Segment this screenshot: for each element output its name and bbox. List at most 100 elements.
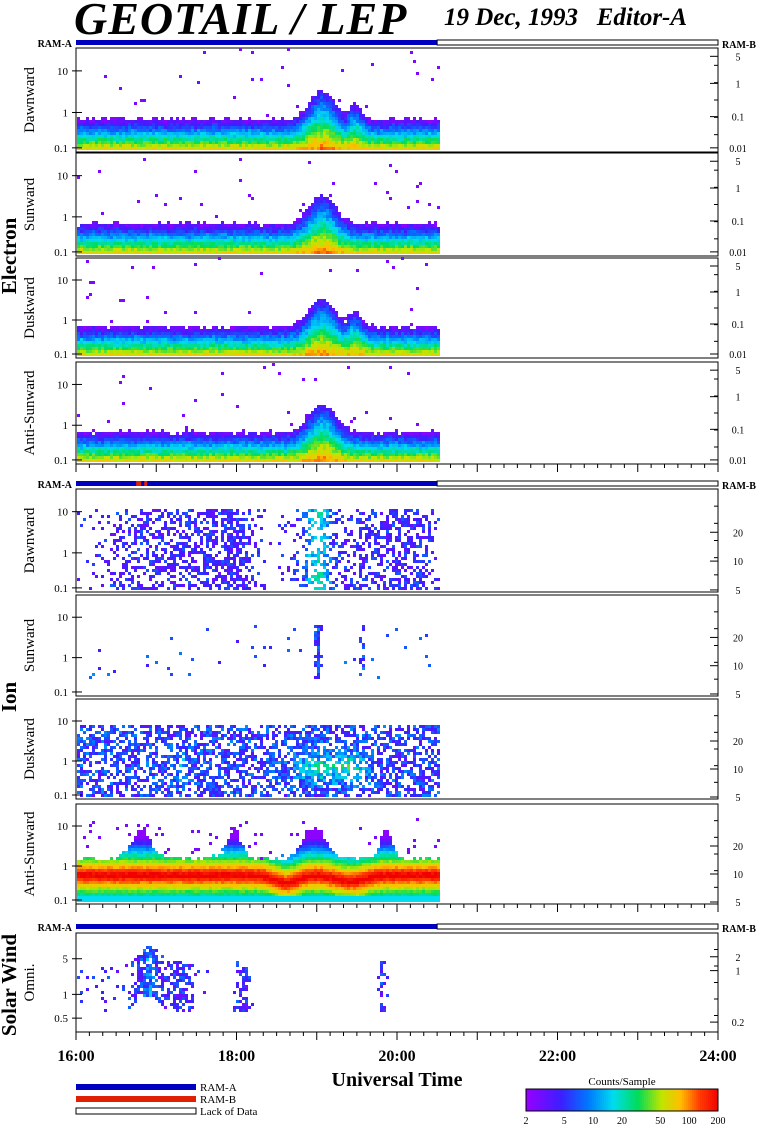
spectrogram-cell [416,141,419,144]
spectrogram-cell [134,332,137,335]
spectrogram-cell [416,242,419,245]
spectrogram-cell [245,144,248,147]
spectrogram-cell [356,323,359,326]
spectrogram-cell [173,444,176,447]
spectrogram-cell [341,239,344,242]
spectrogram-cell [149,332,152,335]
spectrogram-cell [428,147,431,150]
spectrogram-cell [332,111,335,114]
spectrogram-cell [239,447,242,450]
spectrogram-cell [299,326,302,329]
spectrogram-cell [239,329,242,332]
spectrogram-cell [260,138,263,141]
spectrogram-cell [383,147,386,150]
spectrogram-cell [251,453,254,456]
spectrogram-cell [293,323,296,326]
spectrogram-cell [254,245,257,248]
spectrogram-cell [155,329,158,332]
spectrogram-cell [248,132,251,135]
spectrogram-cell [329,233,332,236]
spectrogram-cell [224,224,227,227]
spectrogram-cell [413,138,416,141]
spectrogram-cell [356,311,359,314]
spectrogram-cell [317,317,320,320]
spectrogram-cell [434,120,437,123]
spectrogram-cell [389,164,392,167]
spectrogram-cell [230,242,233,245]
spectrogram-cell [122,123,125,126]
spectrogram-cell [296,105,299,108]
spectrogram-cell [314,332,317,335]
spectrogram-cell [338,230,341,233]
spectrogram-cell [137,224,140,227]
spectrogram-cell [179,135,182,138]
spectrogram-cell [272,456,275,459]
spectrogram-cell [224,126,227,129]
spectrogram-cell [122,236,125,239]
spectrogram-cell [434,242,437,245]
spectrogram-cell [248,311,251,314]
spectrogram-cell [323,132,326,135]
spectrogram-cell [293,432,296,435]
spectrogram-cell [350,108,353,111]
spectrogram-cell [338,344,341,347]
spectrogram-cell [374,120,377,123]
spectrogram-cell [347,147,350,150]
spectrogram-cell [317,245,320,248]
spectrogram-cell [239,245,242,248]
spectrogram-cell [278,456,281,459]
spectrogram-cell [233,435,236,438]
spectrogram-cell [392,132,395,135]
spectrogram-cell [194,441,197,444]
spectrogram-cell [137,353,140,356]
spectrogram-cell [83,120,86,123]
spectrogram-cell [197,144,200,147]
spectrogram-cell [218,450,221,453]
spectrogram-cell [173,441,176,444]
spectrogram-cell [251,78,254,81]
spectrogram-cell [98,126,101,129]
spectrogram-cell [224,338,227,341]
spectrogram-cell [197,239,200,242]
spectrogram-cell [428,135,431,138]
spectrogram-cell [137,233,140,236]
spectrogram-cell [350,344,353,347]
spectrogram-cell [416,147,419,150]
spectrogram-cell [368,353,371,356]
spectrogram-cell [125,459,128,462]
spectrogram-cell [407,347,410,350]
spectrogram-cell [161,236,164,239]
spectrogram-cell [275,347,278,350]
spectrogram-cell [92,453,95,456]
spectrogram-cell [311,120,314,123]
spectrogram-cell [404,236,407,239]
spectrogram-cell [338,338,341,341]
spectrogram-cell [92,233,95,236]
spectrogram-cell [356,353,359,356]
spectrogram-cell [362,350,365,353]
spectrogram-cell [134,338,137,341]
spectrogram-cell [224,459,227,462]
spectrogram-cell [338,135,341,138]
spectrogram-cell [308,132,311,135]
spectrogram-cell [128,239,131,242]
spectrogram-cell [350,132,353,135]
spectrogram-cell [110,129,113,132]
spectrogram-cell [116,138,119,141]
spectrogram-cell [284,138,287,141]
spectrogram-cell [329,206,332,209]
spectrogram-cell [197,441,200,444]
spectrogram-cell [101,242,104,245]
spectrogram-cell [194,242,197,245]
spectrogram-cell [320,353,323,356]
spectrogram-cell [155,338,158,341]
spectrogram-cell [170,117,173,120]
spectrogram-cell [146,329,149,332]
spectrogram-cell [173,435,176,438]
spectrogram-cell [224,135,227,138]
spectrogram-cell [125,347,128,350]
spectrogram-cell [167,138,170,141]
spectrogram-cell [248,239,251,242]
spectrogram-cell [377,251,380,254]
spectrogram-cell [98,147,101,150]
